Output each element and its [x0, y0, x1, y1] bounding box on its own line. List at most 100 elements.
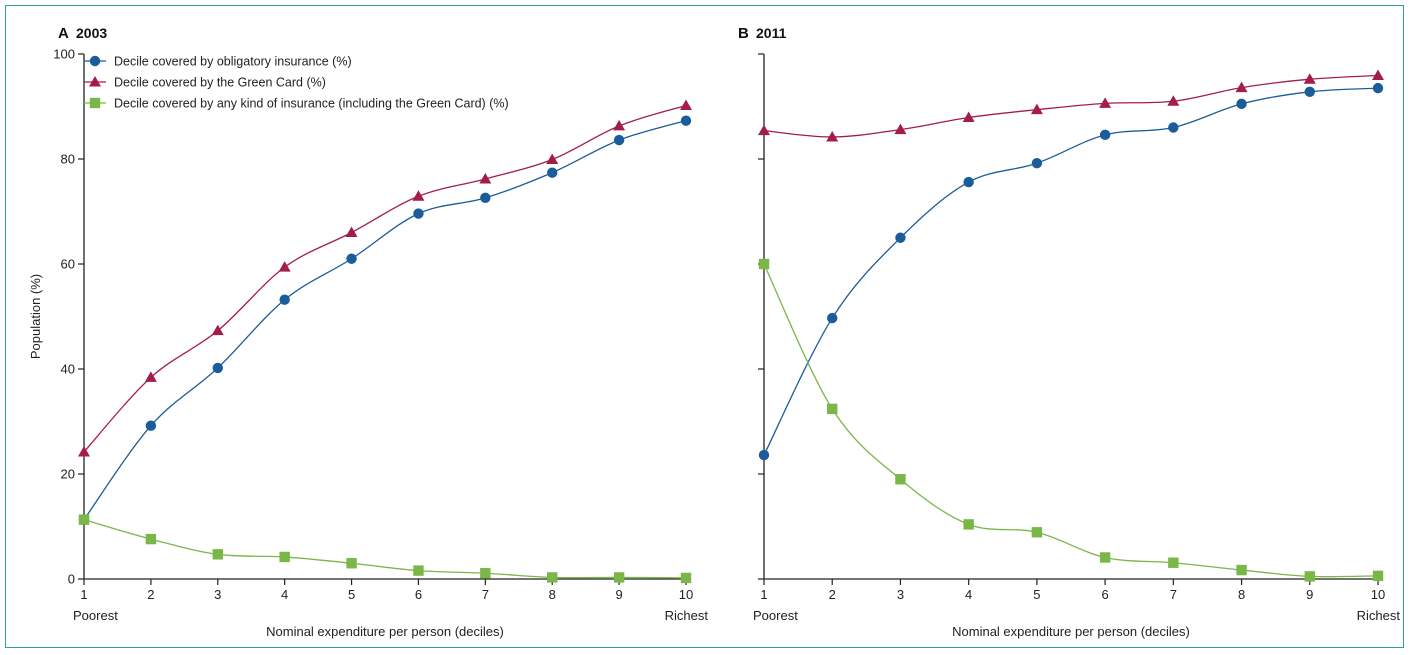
data-point-triangle — [680, 99, 692, 110]
legend-item: Decile covered by the Green Card (%) — [84, 76, 326, 90]
data-point-square — [78, 514, 90, 525]
series-markers-circle — [78, 115, 692, 525]
y-axis-label: Population (%) — [28, 274, 43, 359]
x-end-label-richest: Richest — [665, 608, 709, 623]
data-point-circle — [1099, 129, 1111, 141]
series-markers-square — [758, 258, 1384, 582]
data-point-triangle — [1372, 69, 1384, 81]
series-line-circle — [763, 87, 1379, 456]
series-line-triangle — [763, 74, 1379, 138]
data-point-square — [1099, 552, 1111, 563]
data-point-square — [1168, 557, 1179, 568]
y-tick-label: 80 — [61, 152, 75, 167]
data-point-triangle — [211, 324, 224, 336]
x-tick-label: 10 — [679, 587, 693, 602]
data-point-triangle — [78, 445, 90, 457]
x-axis-label: Nominal expenditure per person (deciles) — [266, 624, 504, 639]
data-point-triangle — [278, 261, 291, 272]
data-point-circle — [279, 294, 290, 305]
data-point-circle — [895, 232, 906, 243]
data-point-square — [279, 551, 290, 563]
data-point-circle — [613, 134, 625, 146]
x-tick-label: 8 — [1238, 587, 1245, 602]
data-point-circle — [1031, 158, 1043, 169]
data-point-circle — [346, 253, 357, 264]
data-point-triangle — [412, 190, 425, 201]
x-tick-label: 2 — [147, 587, 154, 602]
x-tick-label: 4 — [965, 587, 972, 602]
x-tick-label: 9 — [1306, 587, 1313, 602]
legend-label: Decile covered by obligatory insurance (… — [114, 55, 352, 69]
data-point-square — [827, 403, 838, 415]
x-tick-label: 7 — [1170, 587, 1177, 602]
legend-label: Decile covered by the Green Card (%) — [114, 76, 326, 90]
panel-letter: B — [738, 25, 749, 42]
data-point-circle — [680, 115, 692, 126]
chart-panel-b: B 2011 1 2 3 4 5 6 7 8 9 10 Poorest Richest Nominal ex… — [738, 25, 1400, 639]
data-point-triangle — [144, 371, 157, 382]
data-point-triangle — [345, 226, 358, 237]
data-point-circle — [547, 167, 558, 178]
x-tick-label: 5 — [1033, 587, 1040, 602]
legend-item: Decile covered by any kind of insurance … — [84, 97, 509, 111]
data-point-circle — [758, 449, 770, 461]
y-tick-label: 60 — [61, 257, 75, 272]
data-point-triangle — [1030, 103, 1043, 115]
chart-panel-a: A 2003 0 20 40 60 80 100 1 2 3 4 5 6 7 8 9 10 Poorest Riche… — [28, 25, 708, 639]
series-line-triangle — [83, 104, 687, 453]
series-line-square — [763, 263, 1379, 578]
x-tick-label: 2 — [829, 587, 836, 602]
data-point-circle — [480, 192, 491, 204]
series-markers-triangle — [78, 99, 692, 457]
figure-frame — [5, 5, 1404, 648]
data-point-square — [758, 258, 770, 270]
x-tick-label: 7 — [482, 587, 489, 602]
y-tick-label: 20 — [61, 467, 75, 482]
data-point-square — [480, 568, 491, 579]
x-end-label-poorest: Poorest — [753, 608, 798, 623]
x-tick-label: 10 — [1371, 587, 1385, 602]
series-markers-circle — [758, 82, 1384, 461]
data-point-circle — [1168, 122, 1179, 133]
x-tick-label: 5 — [348, 587, 355, 602]
legend: Decile covered by obligatory insurance (… — [84, 55, 509, 111]
data-point-square — [1031, 527, 1043, 538]
data-point-circle — [1372, 82, 1384, 94]
data-point-square — [346, 558, 357, 569]
data-point-square — [413, 565, 424, 576]
y-tick-label: 40 — [61, 362, 75, 377]
data-point-circle — [212, 362, 223, 374]
data-point-triangle — [758, 124, 770, 136]
data-point-triangle — [1167, 95, 1180, 106]
legend-item: Decile covered by obligatory insurance (… — [84, 55, 352, 69]
x-end-label-poorest: Poorest — [73, 608, 118, 623]
data-point-circle — [827, 312, 838, 324]
data-point-circle — [1304, 86, 1315, 98]
y-tick-label: 100 — [53, 47, 75, 62]
data-point-triangle — [894, 123, 907, 135]
data-point-triangle — [546, 153, 559, 165]
panel-letter: A — [58, 25, 69, 42]
series-line-circle — [83, 120, 687, 521]
legend-label: Decile covered by any kind of insurance … — [114, 97, 509, 111]
panel-year: 2011 — [756, 25, 787, 41]
data-point-circle — [145, 420, 157, 431]
x-tick-label: 4 — [281, 587, 288, 602]
x-tick-label: 6 — [1101, 587, 1108, 602]
data-point-square — [963, 519, 974, 530]
x-tick-label: 1 — [80, 587, 87, 602]
data-point-square — [613, 572, 625, 583]
x-tick-label: 9 — [615, 587, 622, 602]
data-point-triangle — [1235, 81, 1248, 93]
x-tick-label: 1 — [760, 587, 767, 602]
data-point-square — [1372, 570, 1384, 582]
panel-year: 2003 — [76, 25, 107, 41]
x-end-label-richest: Richest — [1357, 608, 1401, 623]
x-axis-label: Nominal expenditure per person (deciles) — [952, 624, 1190, 639]
data-point-square — [1236, 564, 1247, 576]
legend-marker-triangle — [89, 76, 101, 87]
data-point-triangle — [962, 111, 975, 123]
x-tick-label: 3 — [897, 587, 904, 602]
data-point-circle — [963, 176, 974, 188]
data-point-circle — [413, 208, 424, 219]
